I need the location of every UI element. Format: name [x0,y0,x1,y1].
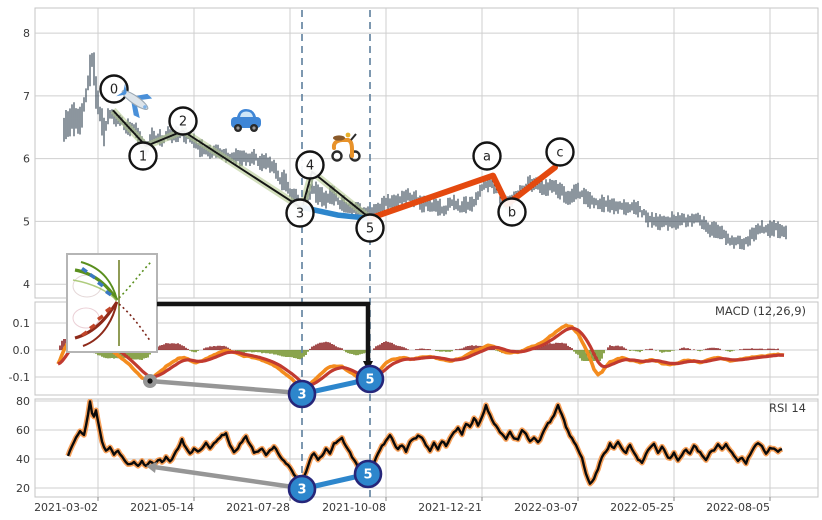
rsi-y-tick-label: 40 [16,453,30,466]
rsi-line [66,400,783,485]
rsi-series [65,399,783,487]
wave-circle-label: c [556,146,563,161]
car-icon [231,109,261,132]
macd-marker-label: 5 [365,373,374,388]
pattern-thumbnail-inset [66,253,158,353]
wave-circle-1 [128,141,158,171]
macd-marker-5 [355,364,385,394]
wave-circle-c [545,137,575,167]
macd-y-tick-label: 0.1 [13,317,31,330]
blue-markers: 3 5 3 5 [287,364,385,504]
macd-marker-label: 3 [297,388,306,403]
wave-circle-b [497,197,527,227]
wave-circle-2 [168,106,198,136]
rsi-y-tick-label: 20 [16,482,30,495]
price-y-tick-label: 6 [23,153,30,166]
gray-rsi-line [153,464,301,491]
price-panel [34,7,819,299]
wave-circle-label: 1 [139,150,147,165]
wave-circle-3 [285,198,315,228]
airplane-icon [116,83,153,119]
wave-circle-label: 3 [296,207,304,222]
wave-circle-5 [355,213,385,243]
rsi-marker-label: 3 [297,483,306,498]
gray-rsi-arrowhead [146,462,157,473]
x-tick-label: 2021-12-21 [418,501,482,514]
wave-circle-label: 0 [110,83,118,98]
price-y-tick-label: 7 [23,90,30,103]
rsi-marker-5 [353,459,383,489]
x-tick-label: 2022-08-05 [706,501,770,514]
wave-circle-label: 4 [306,159,314,174]
rsi-y-tick-label: 80 [16,395,30,408]
x-tick-label: 2021-10-08 [322,501,386,514]
x-tick-label: 2022-03-07 [514,501,578,514]
wave-circle-label: 2 [179,115,187,130]
wave-circle-a [472,141,502,171]
macd-y-tick-label: -0.1 [9,371,30,384]
dashed-guides [301,10,371,497]
wave-circles: 0 1 2 3 4 5 a b c [99,74,575,243]
gray-annotations [143,374,301,491]
scooter-icon [331,132,361,162]
rsi-marker-3 [287,474,317,504]
x-tick-label: 2022-05-25 [610,501,674,514]
macd-marker-3 [287,379,317,409]
macd-signal-line [57,326,784,387]
price-y-tick-label: 5 [23,215,30,228]
x-tick-label: 2021-07-28 [226,501,290,514]
vehicle-icons [116,83,361,162]
rsi-marker-label: 5 [363,468,372,483]
wave-circle-label: b [508,206,516,221]
x-tick-label: 2021-03-02 [34,501,98,514]
wave-3-5-line [300,204,372,222]
black-arrow-line [157,301,371,362]
wave-circle-4 [295,150,325,180]
macd-panel-label: MACD (12,26,9) [715,304,806,318]
price-y-tick-label: 8 [23,27,30,40]
macd-y-tick-label: 0.0 [13,344,31,357]
correction-abc-line [367,164,558,222]
rsi-y-tick-label: 60 [16,424,30,437]
wave-circle-0 [99,74,129,104]
rsi-panel-label: RSI 14 [769,401,806,415]
wave-circle-label: a [483,150,491,165]
impulse-line [112,109,371,220]
wave-circle-label: 5 [366,222,374,237]
gray-macd-line [149,378,301,396]
wave-lines [110,107,558,222]
x-tick-label: 2021-05-14 [130,501,194,514]
panel-backgrounds [34,7,819,498]
price-y-tick-label: 4 [23,278,30,291]
